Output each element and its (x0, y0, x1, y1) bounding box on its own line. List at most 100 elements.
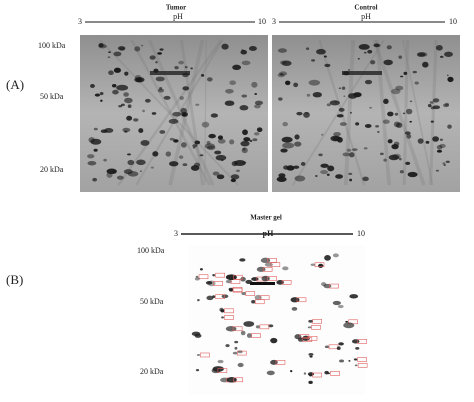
ph-label: pH (361, 12, 371, 21)
gel-spot (343, 95, 346, 98)
gel-spot (439, 138, 443, 141)
gel-spot (240, 140, 250, 147)
gel-spot (364, 79, 373, 85)
gel-spot (197, 298, 200, 302)
gel-spot (268, 324, 274, 328)
gel-spot (395, 85, 404, 91)
gel-spot (93, 127, 98, 131)
gel-spot (165, 151, 172, 157)
spot-tag (251, 333, 261, 338)
ph-end: 10 (258, 17, 266, 26)
gel-spot (134, 46, 141, 52)
gel-spot (194, 140, 201, 145)
gel-spot (291, 306, 298, 311)
gel-spot (149, 55, 156, 60)
gel-spot (99, 91, 104, 96)
gel-spot (403, 71, 408, 75)
gel-spot (195, 275, 199, 278)
ph-end: 10 (357, 229, 365, 238)
gel-spot (239, 258, 246, 262)
gel-spot (349, 294, 359, 299)
spot-tag (232, 326, 243, 332)
gel-spot (217, 138, 226, 144)
gel-spot (404, 131, 411, 135)
gel-spot (429, 101, 434, 104)
gel-spot (349, 111, 353, 114)
gel-title: Tumor (166, 4, 186, 12)
gel-spot (447, 76, 454, 83)
gel-spot (140, 44, 144, 47)
streak (117, 39, 223, 186)
gel-spot (280, 73, 283, 76)
gel-spot (321, 133, 324, 136)
gel-spot (416, 52, 426, 57)
gel-spot (279, 60, 287, 65)
gel-spot (335, 174, 344, 179)
spot-tag (217, 368, 228, 373)
gel-spot (318, 263, 324, 268)
gel-spot (343, 322, 355, 329)
gel-title: Master gel (250, 214, 282, 222)
gel-spot (425, 140, 430, 144)
gel-spot (338, 107, 345, 112)
gel-spot (140, 140, 150, 146)
ph-start: 3 (174, 229, 178, 238)
panel-label: (B) (6, 272, 23, 287)
gel-spot (341, 86, 346, 90)
gel-spot (215, 154, 227, 161)
gel-spot (208, 133, 216, 139)
streak (372, 39, 426, 186)
gel-spot (242, 161, 247, 164)
gel-spot (303, 111, 310, 118)
spot-tag (299, 334, 310, 339)
gel-spot (111, 84, 117, 88)
gel-spot (320, 163, 329, 168)
gel-spot (353, 358, 358, 361)
gel-spot (194, 333, 202, 338)
spot-tag (224, 315, 234, 320)
ph-start: 3 (272, 17, 276, 26)
gel-spot (113, 51, 122, 57)
gel-spot (336, 114, 344, 118)
gel-spot (266, 370, 275, 376)
gel-spot (432, 98, 440, 103)
gel-spot (127, 171, 139, 177)
gel-spot (357, 57, 360, 60)
band (250, 282, 275, 285)
spot-tag (312, 372, 322, 378)
spot-tag (329, 283, 339, 289)
gel-spot (363, 51, 367, 54)
gel-spot (348, 172, 353, 176)
spot-tag (236, 350, 247, 356)
gel-spot (87, 154, 95, 159)
gel-spot (396, 122, 403, 128)
spot-tag (230, 279, 241, 284)
gel-spot (370, 60, 376, 65)
gel-spot (276, 280, 284, 285)
gel-spot (117, 46, 126, 51)
gel-spot (318, 153, 323, 157)
gel-spot (138, 128, 144, 134)
gel-spot (270, 337, 278, 344)
spot-tag (314, 262, 325, 268)
band (150, 71, 190, 75)
gel-spot (124, 97, 133, 104)
gel-spot (347, 69, 351, 71)
gel-spot (442, 162, 446, 165)
spot-tag (311, 325, 321, 330)
gel-spot (136, 159, 146, 166)
gel-spot (383, 98, 389, 105)
gel-spot (127, 104, 132, 108)
gel-spot (195, 368, 200, 372)
gel-spot (229, 139, 235, 145)
mw-marker: 100 kDa (137, 246, 165, 255)
gel-spot (323, 55, 327, 58)
mw-marker: 20 kDa (140, 367, 164, 376)
gel-spot (405, 161, 411, 165)
gel-spot (205, 281, 213, 285)
gel-spot (87, 160, 97, 166)
gel-spot (155, 61, 158, 64)
gel-spot (112, 89, 119, 95)
gel-spot (339, 122, 347, 126)
gel-spot (199, 154, 204, 157)
